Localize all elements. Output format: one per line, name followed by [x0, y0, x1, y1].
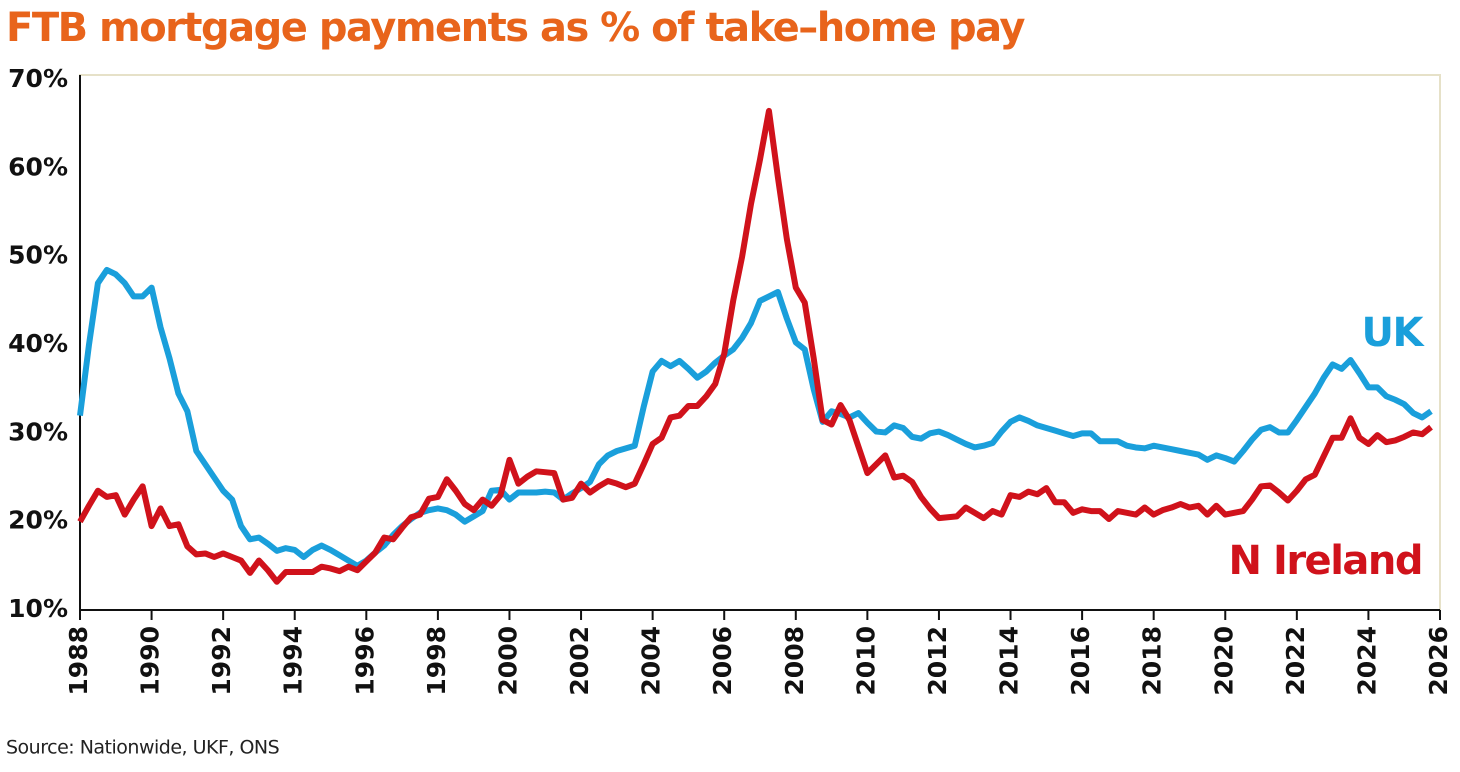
x-tick-label: 2008: [780, 626, 809, 696]
x-tick-label: 2024: [1352, 626, 1381, 696]
source: Source: Nationwide, UKF, ONS: [6, 737, 279, 759]
x-tick-label: 2002: [565, 626, 594, 696]
x-tick-label: 2010: [851, 626, 880, 696]
x-tick-label: 2006: [708, 626, 737, 696]
series-line: [77, 266, 1433, 569]
x-tick-label: 1992: [207, 626, 236, 696]
x-tick-label: 1990: [136, 626, 165, 696]
y-tick-label: 10%: [8, 594, 68, 623]
series-label: UK: [1362, 310, 1426, 356]
series-label: N Ireland: [1229, 538, 1422, 584]
series-line: [77, 107, 1433, 585]
x-tick-label: 2014: [995, 626, 1024, 696]
x-tick-label: 2026: [1424, 626, 1453, 696]
x-tick-label: 2020: [1209, 626, 1238, 696]
x-tick-label: 1988: [64, 626, 93, 696]
y-tick-label: 50%: [8, 241, 68, 270]
y-tick-label: 40%: [8, 329, 68, 358]
y-tick-label: 30%: [8, 417, 68, 446]
x-tick-label: 1998: [422, 626, 451, 696]
y-tick-label: 60%: [8, 152, 68, 181]
x-tick-label: 1994: [279, 626, 308, 696]
x-tick-label: 2000: [493, 626, 522, 696]
y-tick-label: 70%: [8, 64, 68, 93]
x-tick-label: 1996: [350, 626, 379, 696]
x-tick-label: 2018: [1138, 626, 1167, 696]
y-tick-label: 20%: [8, 506, 68, 535]
x-tick-label: 2016: [1066, 626, 1095, 696]
x-tick-label: 2012: [923, 626, 952, 696]
x-tick-label: 2022: [1281, 626, 1310, 696]
x-tick-label: 2004: [637, 626, 666, 696]
chart-title: FTB mortgage payments as % of take–home …: [6, 5, 1025, 51]
